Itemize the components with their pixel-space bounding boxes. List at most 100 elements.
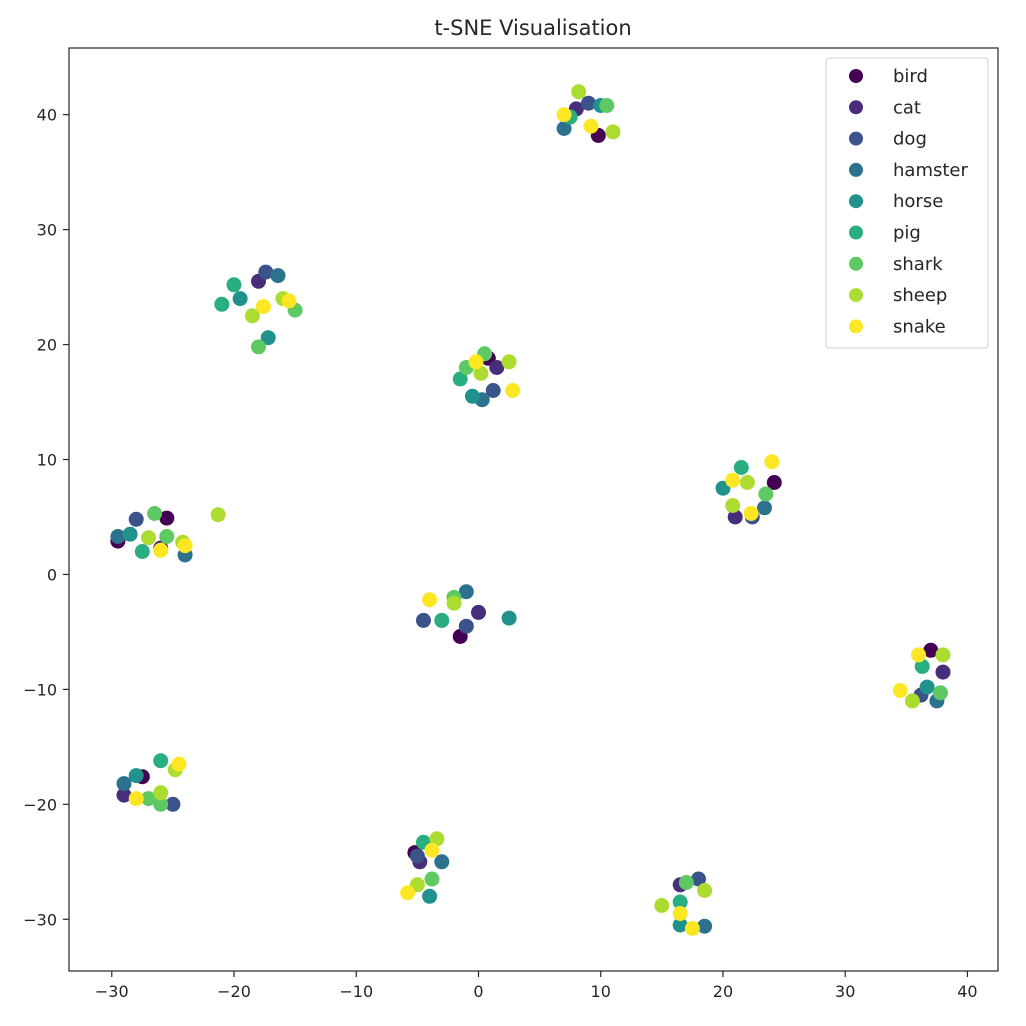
point-pig [672,894,688,910]
point-sheep [605,124,621,140]
point-shark [141,791,156,807]
point-snake [281,293,297,309]
point-horse [672,917,688,933]
point-bird [159,510,175,526]
legend-marker-sheep [849,288,863,303]
point-shark [251,339,266,355]
legend-marker-cat [849,100,863,115]
point-horse [128,768,144,784]
point-snake [255,299,271,315]
point-snake [684,921,700,936]
legend-label-horse: horse [893,191,943,212]
point-dog [409,848,425,864]
point-dog [458,618,474,634]
point-cat [489,360,505,375]
point-sheep [429,831,445,847]
chart-title: t-SNE Visualisation [434,16,631,40]
y-tick-label: 20 [37,336,57,355]
point-pig [214,296,230,312]
point-sheep [571,84,587,100]
point-cat [727,509,743,525]
point-hamster [697,918,713,934]
x-tick-label: 0 [473,982,483,1001]
point-snake [892,683,908,698]
point-shark [153,796,169,812]
point-snake [177,538,193,554]
point-snake [725,472,741,488]
point-hamster [458,584,474,600]
legend-label-sheep: sheep [893,285,947,306]
point-snake [128,791,144,807]
point-pig [914,658,930,674]
x-tick-label: −10 [339,982,373,1001]
point-sheep [244,308,260,324]
point-cat [935,664,951,680]
point-horse [422,888,438,904]
point-snake [153,542,169,558]
point-hamster [556,121,572,136]
x-tick-label: 40 [957,982,977,1001]
point-dog [258,264,274,280]
legend-marker-bird [849,69,863,83]
y-tick-label: 10 [37,450,57,469]
x-tick-label: −20 [217,982,251,1001]
point-horse [501,610,517,626]
point-shark [678,875,694,890]
y-tick-label: 40 [37,106,57,125]
y-tick-label: −20 [23,795,57,814]
point-shark [758,486,774,502]
point-hamster [110,529,126,544]
x-axis: −30 −20 −10 0 10 20 30 40 [95,971,978,1001]
plot-frame [68,47,999,972]
point-horse [232,291,248,307]
point-dog [485,383,501,398]
point-snake [911,647,926,663]
legend: bird cat dog hamster horse pig shark sheep snake [825,57,989,349]
point-horse [260,330,276,346]
legend-marker-pig [849,225,863,240]
point-hamster [116,776,132,792]
point-pig [226,277,242,293]
point-bird [766,475,782,490]
point-sheep [904,693,920,709]
legend-label-dog: dog [893,129,927,150]
point-shark [933,685,948,701]
point-dog [691,871,706,887]
legend-label-pig: pig [893,223,921,244]
y-tick-label: 30 [37,221,57,240]
point-cat [471,604,486,620]
point-snake [424,842,440,858]
legend-marker-horse [849,194,863,209]
point-snake [583,118,599,134]
point-pig [434,612,450,628]
point-snake [505,383,521,398]
point-sheep [141,530,156,546]
point-dog [128,511,144,527]
point-horse [464,388,480,404]
legend-box [825,57,989,349]
point-pig [452,371,468,387]
point-sheep [739,475,755,490]
point-sheep [446,595,462,611]
point-snake [468,354,484,370]
point-snake [422,592,438,608]
legend-label-cat: cat [893,97,921,118]
x-tick-label: 30 [835,982,855,1001]
point-cat [116,787,132,803]
point-sheep [935,647,951,663]
point-pig [153,753,169,769]
point-sheep [210,507,226,523]
legend-marker-dog [849,131,863,146]
point-sheep [153,785,169,801]
legend-label-bird: bird [893,66,928,87]
y-axis: −30 −20 −10 0 10 20 30 40 [23,106,69,929]
point-shark [159,529,175,544]
point-horse [919,679,935,695]
point-sheep [654,898,670,913]
point-snake [672,906,688,921]
point-pig [134,544,150,559]
legend-label-snake: snake [893,316,946,337]
point-shark [599,98,615,113]
point-bird [923,642,939,658]
